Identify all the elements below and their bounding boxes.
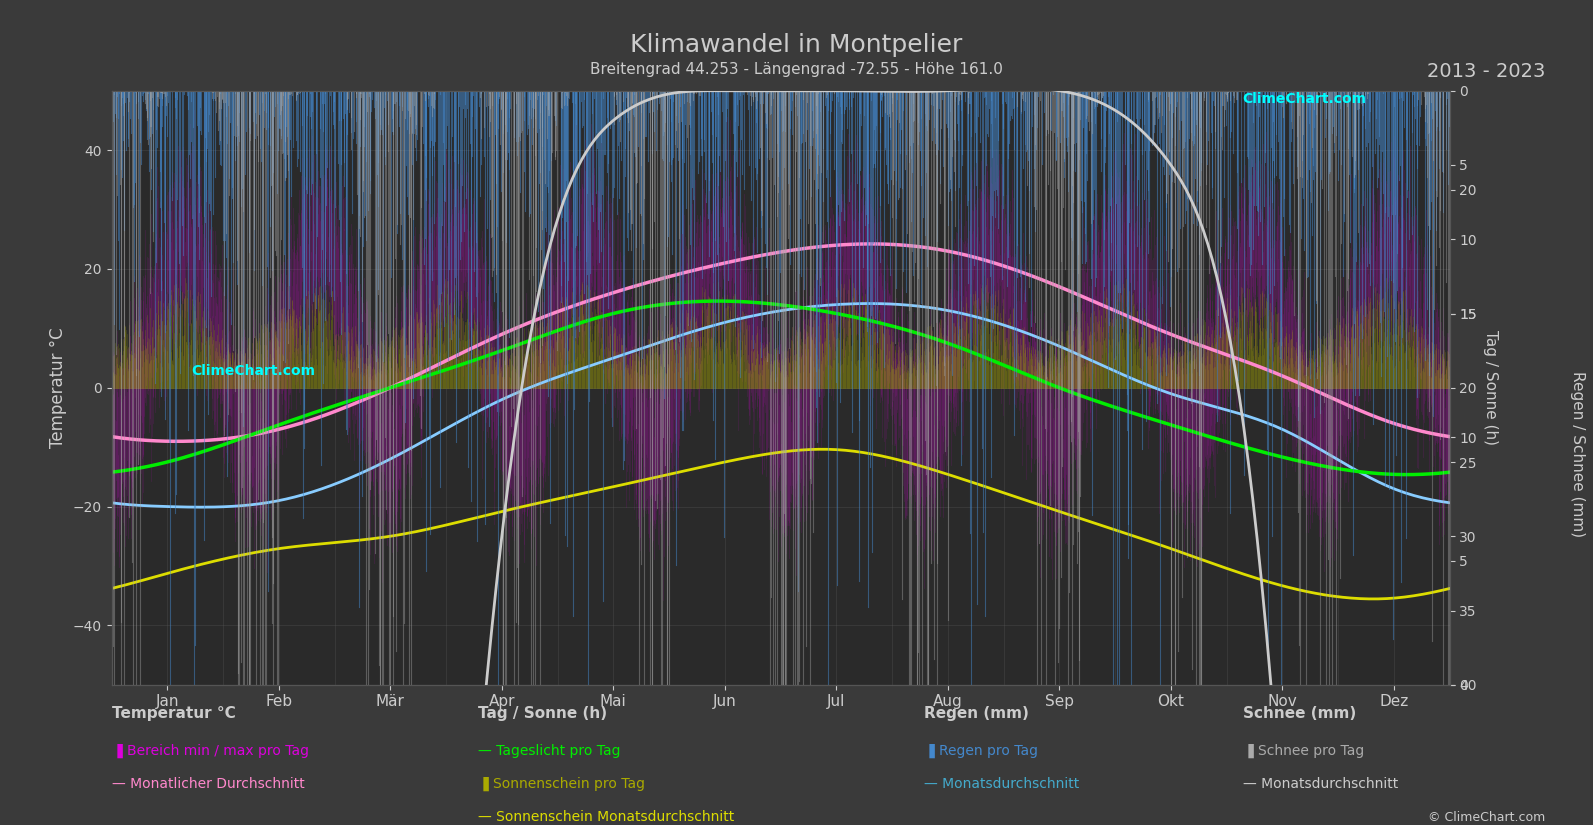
Text: ▐ Schnee pro Tag: ▐ Schnee pro Tag [1243, 744, 1364, 758]
Text: — Sonnenschein Monatsdurchschnitt: — Sonnenschein Monatsdurchschnitt [478, 810, 734, 824]
Text: — Monatsdurchschnitt: — Monatsdurchschnitt [1243, 777, 1397, 791]
Text: © ClimeChart.com: © ClimeChart.com [1427, 811, 1545, 824]
Text: ▐ Regen pro Tag: ▐ Regen pro Tag [924, 744, 1039, 758]
Text: Tag / Sonne (h): Tag / Sonne (h) [478, 705, 607, 721]
Text: Breitengrad 44.253 - Längengrad -72.55 - Höhe 161.0: Breitengrad 44.253 - Längengrad -72.55 -… [589, 62, 1004, 77]
Text: Regen / Schnee (mm): Regen / Schnee (mm) [1571, 370, 1585, 537]
Y-axis label: Temperatur °C: Temperatur °C [49, 328, 67, 448]
Text: ClimeChart.com: ClimeChart.com [1243, 92, 1367, 106]
Text: Klimawandel in Montpelier: Klimawandel in Montpelier [631, 33, 962, 57]
Text: — Monatsdurchschnitt: — Monatsdurchschnitt [924, 777, 1078, 791]
Text: ▐ Sonnenschein pro Tag: ▐ Sonnenschein pro Tag [478, 777, 645, 791]
Text: Regen (mm): Regen (mm) [924, 705, 1029, 721]
Text: Schnee (mm): Schnee (mm) [1243, 705, 1356, 721]
Text: 2013 - 2023: 2013 - 2023 [1427, 62, 1545, 81]
Text: Temperatur °C: Temperatur °C [112, 705, 236, 721]
Text: — Tageslicht pro Tag: — Tageslicht pro Tag [478, 744, 620, 758]
Text: — Monatlicher Durchschnitt: — Monatlicher Durchschnitt [112, 777, 304, 791]
Y-axis label: Tag / Sonne (h): Tag / Sonne (h) [1483, 330, 1497, 446]
Text: ClimeChart.com: ClimeChart.com [191, 365, 315, 378]
Text: ▐ Bereich min / max pro Tag: ▐ Bereich min / max pro Tag [112, 744, 309, 758]
